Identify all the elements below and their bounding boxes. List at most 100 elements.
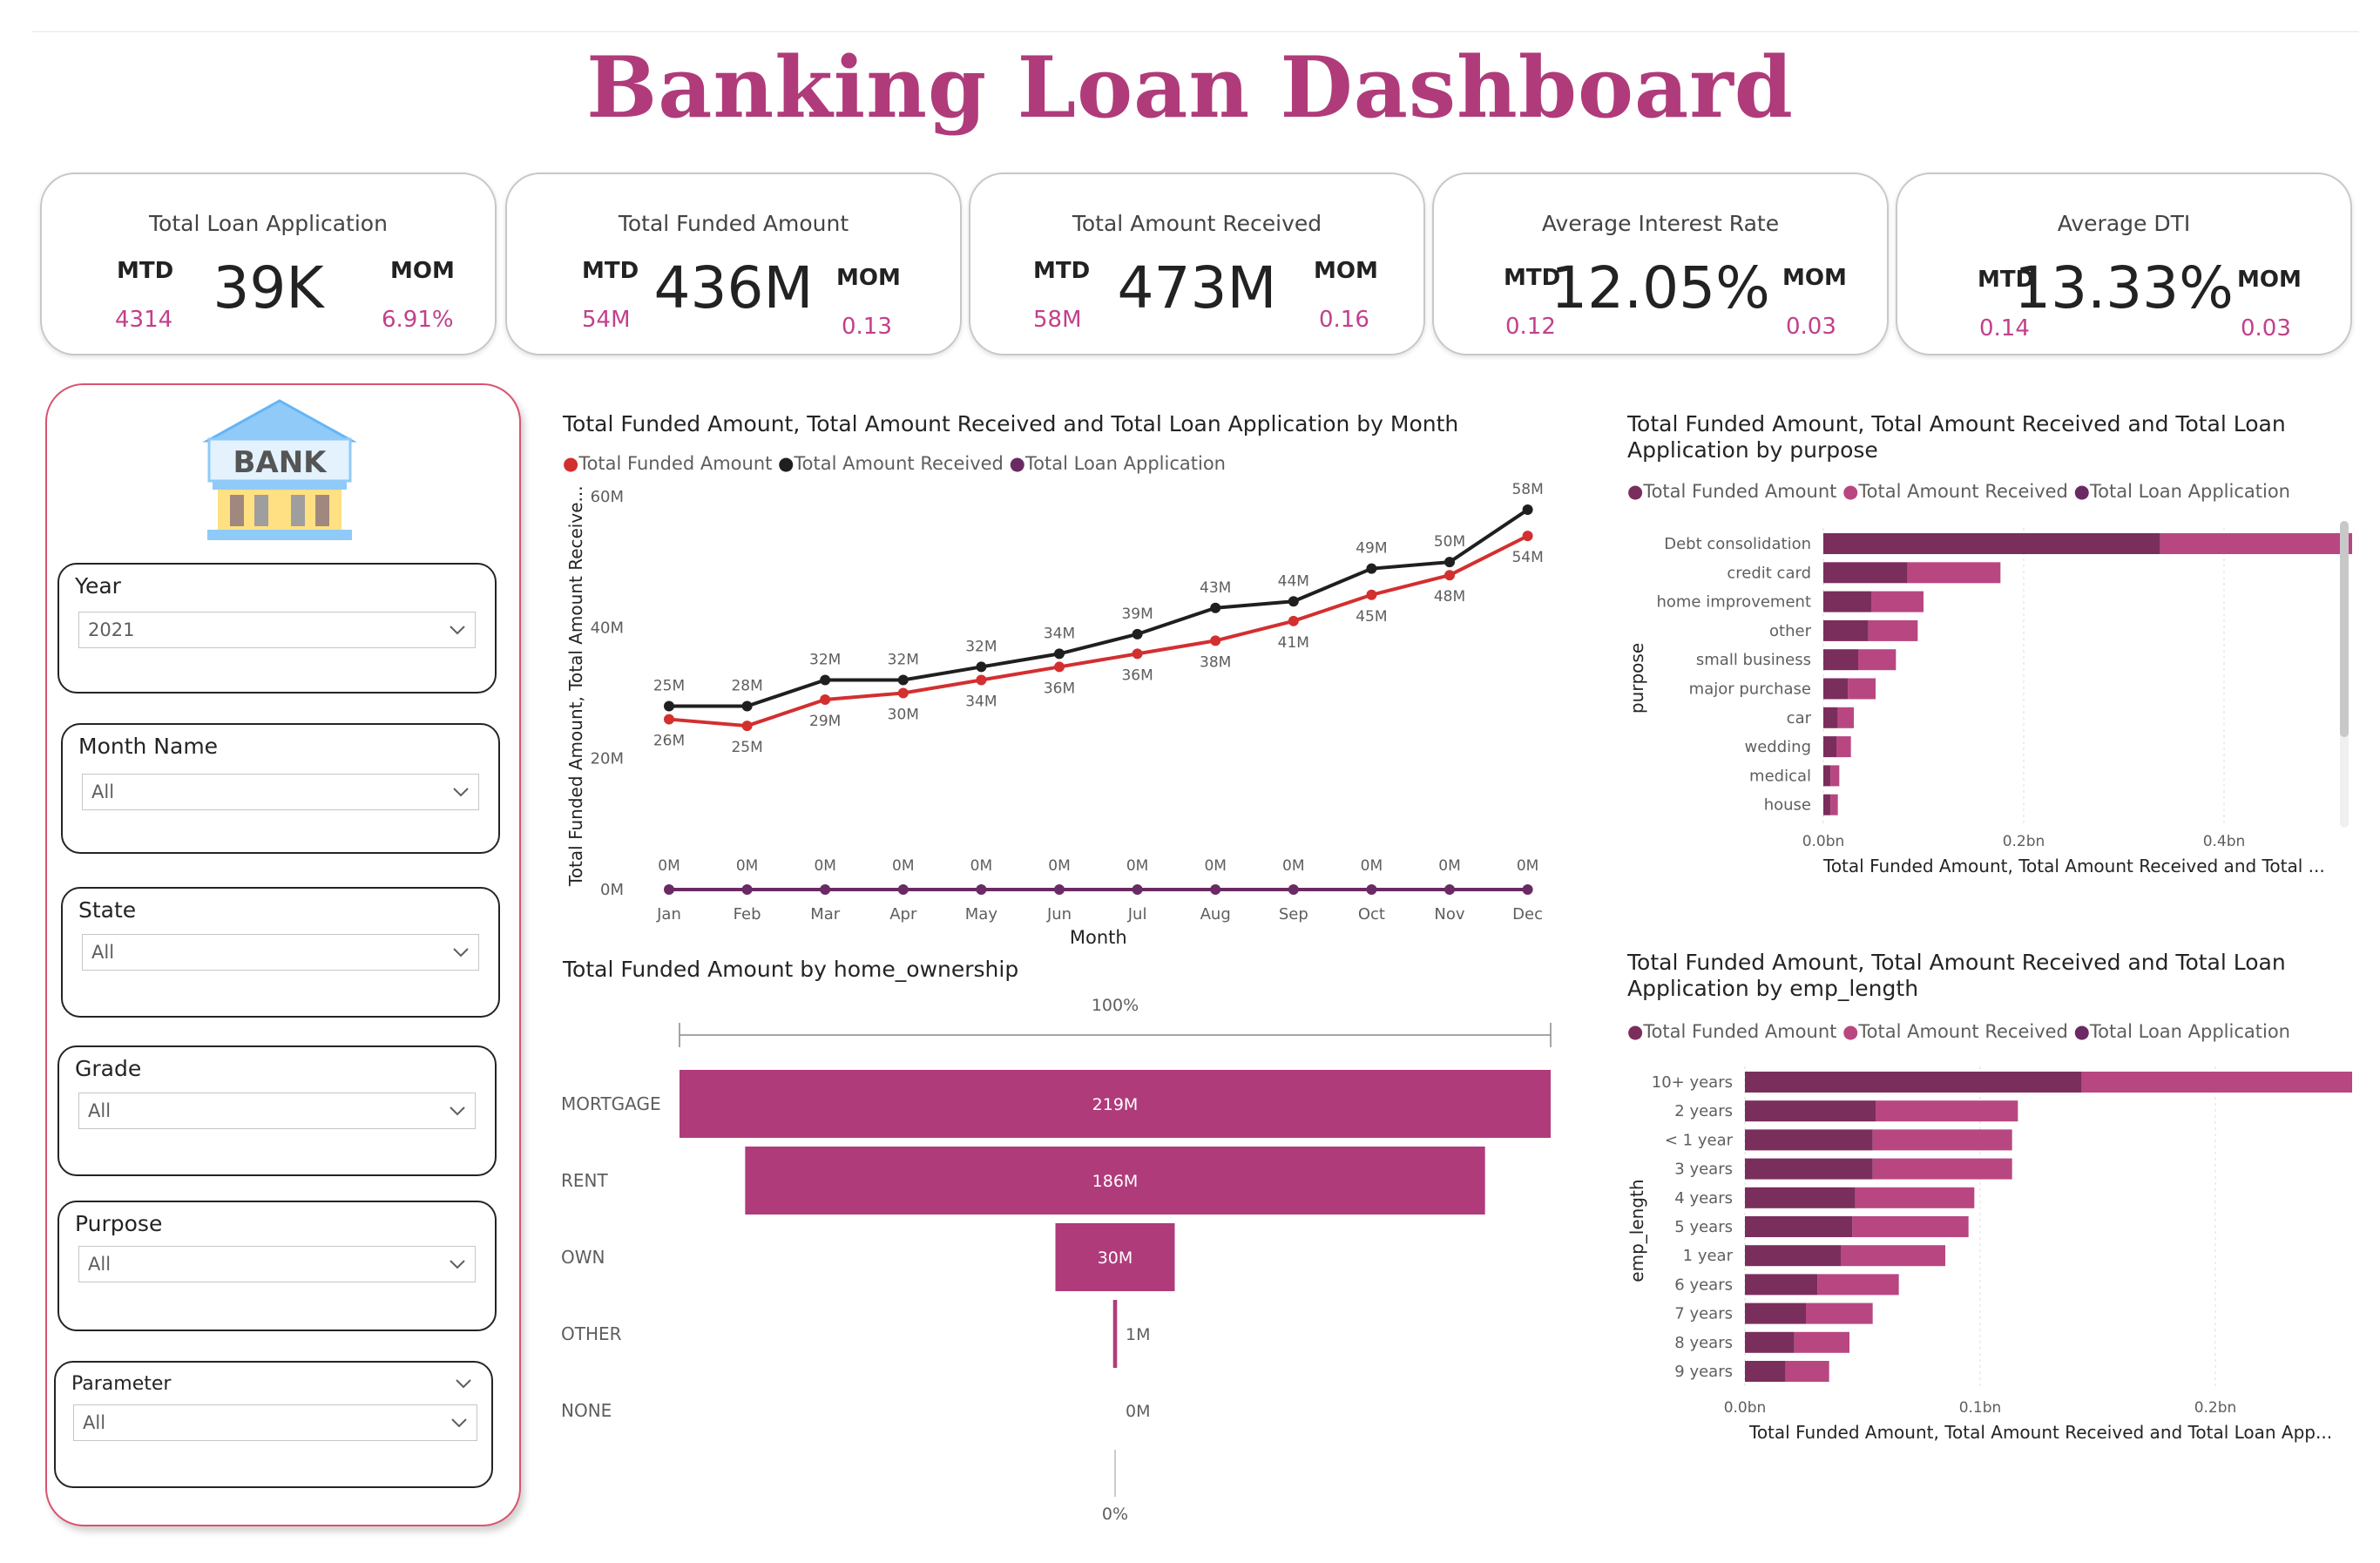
bar-funded: [1823, 562, 1908, 584]
y-category-label: 9 years: [1674, 1363, 1733, 1381]
data-point: [897, 687, 909, 699]
data-point: [897, 674, 909, 686]
legend-received: Total Amount Received: [1858, 481, 2068, 502]
purpose-dropdown[interactable]: All: [78, 1246, 476, 1282]
y-tick-label: 40M: [591, 619, 624, 637]
chevron-down-icon: [450, 1260, 465, 1269]
bar-received: [1872, 1129, 2012, 1151]
data-label: 32M: [809, 651, 841, 668]
kpi-card-total-funded-amount: Total Funded Amount 436M MTD 54M MOM 0.1…: [505, 173, 962, 355]
parameter-slicer: Parameter All: [54, 1361, 493, 1488]
data-point: [664, 884, 674, 895]
bar-funded: [1745, 1361, 1786, 1382]
data-point: [1288, 615, 1299, 626]
data-label: 0M: [892, 857, 914, 875]
data-point: [1054, 648, 1065, 660]
bar-funded: [1745, 1158, 1873, 1180]
data-label: 36M: [1121, 666, 1153, 684]
bar-funded: [1823, 619, 1869, 641]
y-axis-label: Total Funded Amount, Total Amount Receiv…: [565, 485, 586, 887]
bar-received: [1868, 619, 1918, 641]
data-point: [1522, 531, 1533, 542]
year-slicer: Year 2021: [57, 563, 497, 694]
data-point: [664, 700, 674, 712]
state-dropdown[interactable]: All: [82, 934, 479, 971]
x-tick-label: 0.4bn: [2203, 833, 2246, 850]
dropdown-value: All: [88, 1100, 112, 1121]
bar-funded: [1745, 1129, 1873, 1151]
bar-received: [1855, 1187, 1975, 1208]
funnel-bar: [745, 1147, 1485, 1215]
kpi-title: Total Loan Application: [149, 211, 388, 236]
title-band: [31, 31, 2359, 161]
kpi-mom-value: 0.16: [1319, 307, 1369, 333]
legend-received: Total Amount Received: [794, 453, 1004, 474]
x-tick-label: Dec: [1512, 905, 1543, 924]
month-slicer: Month Name All: [61, 723, 500, 854]
emp-length-chart-title: Total Funded Amount, Total Amount Receiv…: [1627, 950, 2286, 1001]
data-label: 43M: [1200, 579, 1231, 597]
purpose-bar-chart: 0.0bn 0.2bn 0.4bn Debt consolidation credit …: [1626, 528, 2352, 876]
scrollbar-thumb[interactable]: [2340, 521, 2349, 737]
month-line-chart: 0M 20M 40M 60M Total Funded Amount, Total Am…: [565, 481, 1544, 948]
year-dropdown[interactable]: 2021: [78, 612, 476, 648]
chevron-down-icon: [451, 1418, 467, 1428]
x-tick-label: Nov: [1434, 905, 1464, 924]
kpi-card-total-amount-received: Total Amount Received 473M MTD 58M MOM 0…: [969, 173, 1425, 355]
bar-funded: [1823, 707, 1838, 728]
funnel-category-label: OTHER: [561, 1323, 622, 1344]
chevron-down-icon[interactable]: [453, 1373, 474, 1394]
y-category-label: major purchase: [1689, 680, 1811, 699]
data-label: 0M: [970, 857, 992, 875]
bar-funded: [1745, 1302, 1806, 1324]
data-point: [1210, 884, 1221, 895]
dropdown-value: All: [88, 1254, 112, 1275]
bar-received: [1794, 1331, 1849, 1353]
slicer-label: Parameter: [71, 1373, 172, 1395]
kpi-mom-value: 6.91%: [382, 307, 454, 333]
parameter-dropdown[interactable]: All: [73, 1404, 477, 1441]
grade-dropdown[interactable]: All: [78, 1093, 476, 1129]
y-category-label: 2 years: [1674, 1102, 1733, 1120]
data-label: 34M: [1044, 625, 1075, 642]
data-point: [664, 714, 674, 725]
data-point: [976, 674, 987, 686]
purpose-scrollbar[interactable]: [2340, 521, 2349, 828]
bar-received: [1817, 1274, 1899, 1296]
y-category-label: car: [1787, 709, 1812, 727]
y-category-label: home improvement: [1656, 593, 1811, 612]
bar-funded: [1823, 678, 1849, 700]
slicer-label: Month Name: [78, 734, 219, 759]
data-label: 54M: [1511, 549, 1543, 566]
bar-received: [1852, 1216, 1969, 1237]
purpose-chart-legend: ●Total Funded Amount ●Total Amount Recei…: [1627, 481, 2290, 502]
data-label: 39M: [1121, 606, 1153, 623]
y-axis-label: emp_length: [1626, 1179, 1647, 1282]
chevron-down-icon: [450, 626, 465, 635]
data-label: 29M: [809, 713, 841, 730]
kpi-mtd-label: MTD: [582, 258, 639, 284]
bank-icon: BANK: [200, 397, 359, 551]
x-axis-label: Total Funded Amount, Total Amount Receiv…: [1748, 1422, 2332, 1443]
data-point: [1210, 602, 1221, 613]
kpi-title: Average DTI: [2057, 211, 2191, 236]
bar-received: [1830, 794, 1838, 815]
funnel-bar: [1055, 1223, 1175, 1291]
month-dropdown[interactable]: All: [82, 774, 479, 810]
y-category-label: < 1 year: [1665, 1131, 1734, 1149]
y-category-label: other: [1769, 622, 1812, 640]
kpi-mtd-value: 0.12: [1505, 314, 1556, 340]
kpi-mom-label: MOM: [390, 258, 455, 284]
x-tick-label: 0.0bn: [1724, 1399, 1767, 1417]
bar-received: [1876, 1100, 2018, 1122]
data-point: [1366, 884, 1377, 895]
kpi-mom-label: MOM: [836, 265, 901, 291]
bar-received: [1836, 736, 1851, 758]
kpi-card-average-dti: Average DTI 13.33% MTD 0.14 MOM 0.03: [1896, 173, 2352, 355]
x-tick-label: Mar: [810, 905, 841, 924]
x-tick-label: May: [965, 905, 998, 924]
bar-funded: [1745, 1245, 1841, 1267]
purpose-slicer: Purpose All: [57, 1201, 497, 1331]
data-label: 48M: [1434, 588, 1465, 606]
filter-panel: BANK Year 2021 Month Name All State All …: [45, 383, 521, 1526]
